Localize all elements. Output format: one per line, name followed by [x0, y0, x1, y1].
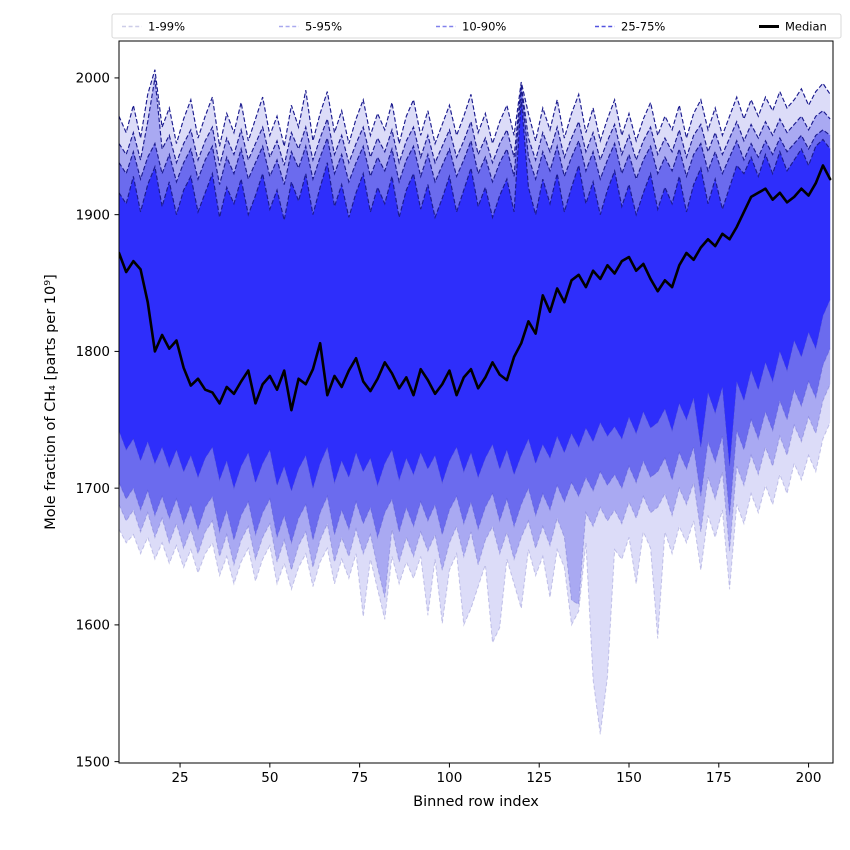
- band-upper-edge-p99: [119, 69, 831, 147]
- x-axis-label: Binned row index: [413, 794, 539, 810]
- x-tick-label: 150: [616, 770, 642, 786]
- x-axis: 25 50 75 100 125 150 175 200 Binned row index: [171, 763, 821, 810]
- band-lower-edge-p25: [119, 299, 831, 493]
- x-tick-label: 50: [261, 770, 278, 786]
- y-tick-label: 1900: [76, 207, 110, 223]
- y-tick-label: 2000: [76, 71, 110, 87]
- y-tick-label: 1500: [76, 754, 110, 770]
- x-tick-label: 100: [437, 770, 463, 786]
- y-tick-label: 1600: [76, 618, 110, 634]
- y-tick-label: 1700: [76, 481, 110, 497]
- band-lower-edge-p10: [119, 348, 831, 545]
- median-line: [119, 164, 832, 412]
- x-tick-label: 125: [526, 770, 552, 786]
- legend-label: 5-95%: [305, 20, 342, 34]
- x-tick-label: 25: [171, 770, 188, 786]
- band-lower-edge-p5: [119, 384, 831, 606]
- axes-box: [118, 40, 834, 764]
- x-tick-label: 75: [351, 770, 368, 786]
- y-axis: 1500 1600 1700 1800 1900 2000 Mole fraction of…: [43, 71, 119, 770]
- legend-label: 25-75%: [621, 20, 665, 34]
- legend-box: [111, 13, 842, 39]
- y-tick-label: 1800: [76, 344, 110, 360]
- legend-label: 1-99%: [148, 20, 185, 34]
- band-upper-edge-p95: [119, 77, 831, 166]
- legend: 1-99% 5-95% 10-90% 25-75% Median: [111, 13, 842, 39]
- legend-label: Median: [785, 20, 827, 34]
- x-tick-label: 175: [706, 770, 732, 786]
- band-upper-edge-p75: [119, 98, 831, 221]
- x-tick-label: 200: [796, 770, 822, 786]
- band-lower-edge-p1: [119, 422, 831, 735]
- band-upper-edge-p90: [119, 87, 831, 185]
- legend-label: 10-90%: [462, 20, 506, 34]
- plot-area: [119, 69, 832, 735]
- y-axis-label: Mole fraction of CH₄ [parts per 10⁹]: [43, 274, 59, 529]
